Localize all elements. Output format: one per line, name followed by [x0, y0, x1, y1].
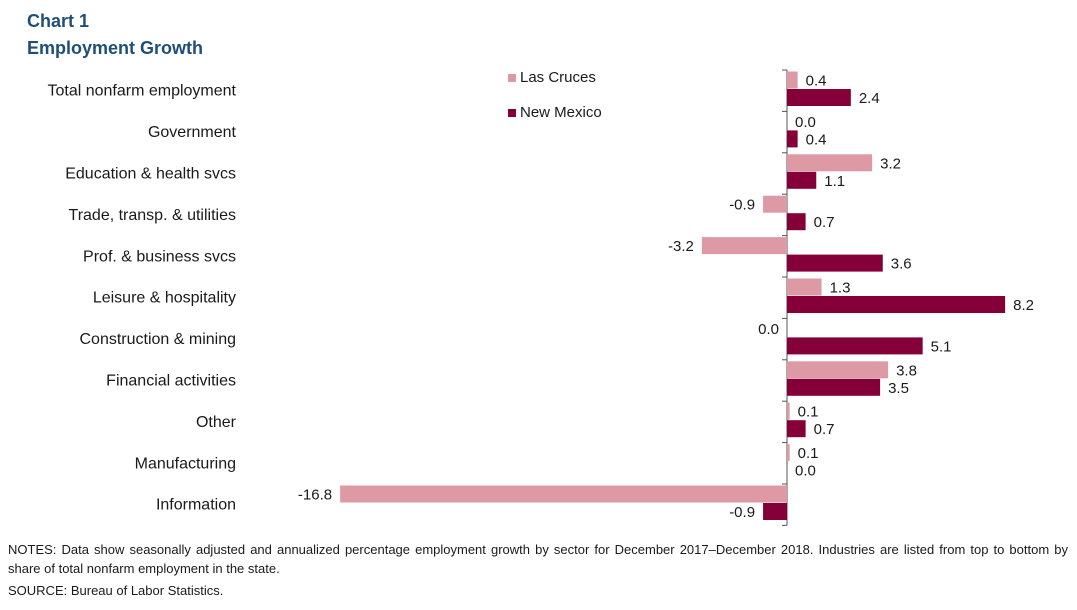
data-label: 0.1	[798, 404, 819, 421]
category-label: Education & health svcs	[65, 166, 236, 183]
data-label: 0.0	[758, 321, 779, 338]
bar-las-cruces	[787, 361, 889, 379]
category-label: Manufacturing	[135, 455, 236, 472]
data-label: 3.2	[880, 155, 901, 172]
category-label: Prof. & business svcs	[83, 248, 236, 265]
category-label: Information	[156, 497, 236, 514]
chart-number: Chart 1	[27, 11, 90, 31]
bar-chart: Total nonfarm employment 0.4 2.4 Government…	[47, 69, 1034, 526]
bar-new-mexico	[787, 378, 881, 396]
data-label: -16.8	[298, 487, 332, 504]
data-label: 0.4	[806, 131, 827, 148]
data-label: 3.8	[896, 362, 917, 379]
legend-swatch-las-cruces	[508, 74, 516, 82]
bar-las-cruces	[787, 154, 873, 172]
bar-new-mexico	[787, 213, 806, 231]
bar-new-mexico	[787, 254, 883, 272]
bar-new-mexico	[787, 296, 1006, 313]
bar-las-cruces	[701, 237, 787, 255]
data-label: 8.2	[1013, 297, 1034, 314]
bar-las-cruces	[340, 485, 787, 503]
data-label: 0.4	[806, 73, 827, 90]
data-label: 0.0	[795, 114, 816, 131]
chart-notes: NOTES: Data show seasonally adjusted and…	[8, 542, 1068, 576]
category-label: Leisure & hospitality	[93, 290, 236, 307]
data-label: 3.6	[891, 256, 912, 273]
data-label: 0.7	[814, 214, 835, 231]
data-label: 1.1	[824, 173, 845, 190]
legend-label-las-cruces: Las Cruces	[520, 69, 596, 86]
chart-source: SOURCE: Bureau of Labor Statistics.	[8, 583, 224, 598]
data-label: 0.7	[814, 421, 835, 438]
data-label: -0.9	[729, 197, 755, 214]
bar-new-mexico	[787, 89, 851, 106]
chart-title-block: Chart 1 Employment Growth	[27, 8, 203, 62]
legend-swatch-new-mexico	[508, 109, 516, 117]
category-label: Construction & mining	[79, 331, 236, 348]
data-label: 0.0	[795, 463, 816, 480]
bar-new-mexico	[787, 337, 923, 355]
category-label: Other	[196, 414, 237, 431]
data-label: 3.5	[888, 380, 909, 397]
bar-new-mexico	[787, 420, 806, 438]
data-label: 5.1	[931, 338, 952, 355]
bar-new-mexico	[787, 130, 798, 148]
data-label: -0.9	[729, 504, 755, 521]
bar-las-cruces	[787, 71, 798, 89]
bar-las-cruces	[763, 195, 787, 213]
chart-title: Employment Growth	[27, 38, 204, 58]
data-label: 2.4	[859, 90, 880, 107]
data-label: -3.2	[668, 238, 694, 255]
data-label: 1.3	[830, 280, 851, 297]
category-label: Total nonfarm employment	[47, 83, 236, 100]
legend-label-new-mexico: New Mexico	[520, 104, 602, 121]
bar-las-cruces	[787, 402, 790, 420]
bar-las-cruces	[787, 444, 790, 462]
bar-new-mexico	[763, 503, 787, 520]
category-label: Financial activities	[106, 373, 236, 390]
category-label: Trade, transp. & utilities	[69, 207, 236, 224]
bar-las-cruces	[787, 278, 822, 296]
bar-new-mexico	[787, 171, 817, 189]
data-label: 0.1	[798, 445, 819, 462]
category-label: Government	[148, 124, 237, 141]
